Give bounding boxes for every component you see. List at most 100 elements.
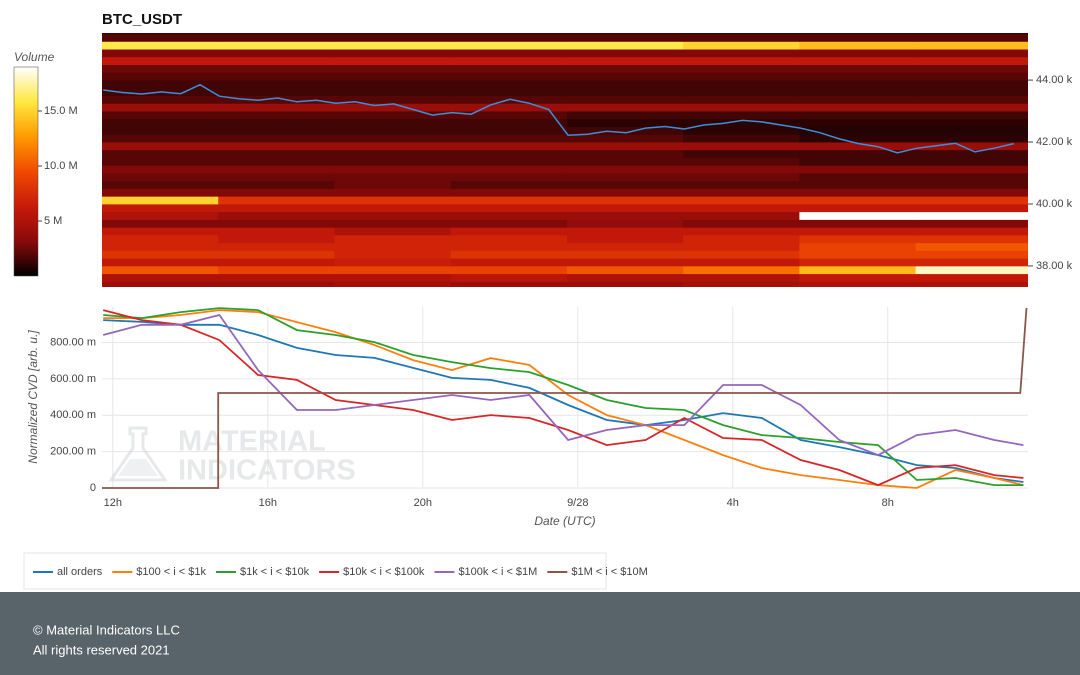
- heatmap-cell: [566, 219, 684, 228]
- heatmap-cell: [102, 219, 219, 228]
- heatmap-cell: [218, 157, 335, 166]
- watermark-icon-fill: [118, 459, 158, 476]
- x-tick-label: 16h: [259, 497, 277, 509]
- heatmap-cell: [450, 41, 568, 50]
- heatmap-cell: [218, 56, 335, 65]
- heatmap-cell: [683, 265, 800, 275]
- heatmap-cell: [566, 157, 684, 166]
- heatmap-cell: [450, 196, 568, 205]
- heatmap-cell: [218, 203, 335, 213]
- heatmap-cell: [799, 180, 917, 189]
- heatmap-cell: [450, 203, 568, 213]
- heatmap-cell: [799, 188, 917, 197]
- heatmap-cell: [450, 72, 568, 81]
- heatmap-cell: [915, 72, 1028, 81]
- legend-item[interactable]: $100 < i < $1k: [112, 566, 206, 578]
- heatmap-cell: [915, 111, 1028, 120]
- heatmap-cell: [683, 188, 800, 197]
- heatmap-cell: [450, 49, 568, 58]
- heatmap-cell: [915, 242, 1028, 251]
- heatmap-cell: [799, 103, 917, 112]
- heatmap-cell: [450, 173, 568, 182]
- heatmap-cell: [683, 103, 800, 112]
- heatmap: [102, 33, 1028, 287]
- heatmap-cell: [915, 126, 1028, 135]
- heatmap-cell: [915, 103, 1028, 112]
- heatmap-cell: [334, 188, 452, 197]
- heatmap-cell: [102, 72, 219, 81]
- heatmap-cell: [102, 56, 219, 65]
- heatmap-cell: [799, 49, 917, 58]
- legend-item[interactable]: $100k < i < $1M: [434, 566, 537, 578]
- colorbar-tick-label: 15.0 M: [44, 105, 78, 117]
- heatmap-cell: [102, 227, 219, 236]
- heatmap-cell: [218, 196, 335, 205]
- watermark-icon: [108, 426, 168, 482]
- y-tick-label: 0: [90, 482, 96, 494]
- heatmap-cell: [218, 111, 335, 120]
- legend-item[interactable]: $1M < i < $10M: [547, 566, 648, 578]
- heatmap-cell: [450, 157, 568, 166]
- heatmap-cell: [334, 227, 452, 236]
- legend-item[interactable]: all orders: [33, 566, 103, 578]
- x-tick-label: 20h: [414, 497, 432, 509]
- heatmap-cell: [218, 126, 335, 135]
- footer-rights: All rights reserved 2021: [33, 642, 170, 657]
- heatmap-cell: [566, 258, 684, 267]
- heatmap-cell: [799, 273, 917, 282]
- heatmap-cell: [799, 242, 917, 251]
- heatmap-cell: [334, 118, 452, 127]
- heatmap-cell: [450, 258, 568, 267]
- heatmap-cell: [334, 281, 452, 287]
- heatmap-cell: [915, 56, 1028, 65]
- heatmap-cell: [450, 126, 568, 135]
- heatmap-cell: [218, 134, 335, 143]
- heatmap-cell: [450, 87, 568, 96]
- colorbar-tick-label: 10.0 M: [44, 160, 78, 172]
- heatmap-cell: [566, 56, 684, 65]
- heatmap-cell: [334, 250, 452, 259]
- heatmap-cell: [683, 118, 800, 127]
- x-tick-label: 9/28: [567, 497, 588, 509]
- heatmap-cell: [218, 49, 335, 58]
- heatmap-cell: [450, 56, 568, 65]
- heatmap-cell: [683, 56, 800, 65]
- y-tick-label: 42.00 k: [1036, 136, 1073, 148]
- heatmap-cell: [915, 87, 1028, 96]
- heatmap-cell: [450, 281, 568, 287]
- heatmap-cell: [218, 142, 335, 151]
- heatmap-cell: [566, 227, 684, 236]
- heatmap-cell: [915, 250, 1028, 259]
- heatmap-cell: [915, 273, 1028, 282]
- legend-label: $100k < i < $1M: [458, 566, 537, 578]
- heatmap-cell: [683, 134, 800, 143]
- heatmap-cell: [102, 196, 219, 205]
- y-tick-label: 200.00 m: [50, 446, 96, 458]
- x-tick-label: 8h: [882, 497, 894, 509]
- watermark-text: INDICATORS: [178, 455, 356, 487]
- heatmap-cell: [915, 211, 1028, 220]
- cvd-line: [102, 309, 1024, 487]
- heatmap-cell: [218, 72, 335, 81]
- heatmap-cell: [915, 173, 1028, 182]
- heatmap-cell: [450, 80, 568, 89]
- heatmap-cell: [683, 95, 800, 104]
- heatmap-cell: [915, 80, 1028, 89]
- colorbar-tick-label: 5 M: [44, 215, 62, 227]
- heatmap-cell: [334, 72, 452, 81]
- heatmap-cell: [566, 149, 684, 158]
- heatmap-cell: [450, 111, 568, 120]
- heatmap-cell: [102, 281, 219, 287]
- heatmap-cell: [102, 41, 219, 50]
- heatmap-cell: [566, 41, 684, 50]
- legend-item[interactable]: $1k < i < $10k: [215, 566, 310, 578]
- heatmap-cell: [334, 265, 452, 275]
- heatmap-cell: [915, 118, 1028, 127]
- heatmap-cell: [915, 33, 1028, 42]
- heatmap-cell: [334, 165, 452, 174]
- heatmap-cell: [915, 234, 1028, 244]
- heatmap-cell: [683, 234, 800, 244]
- legend-item[interactable]: $10k < i < $100k: [319, 566, 425, 578]
